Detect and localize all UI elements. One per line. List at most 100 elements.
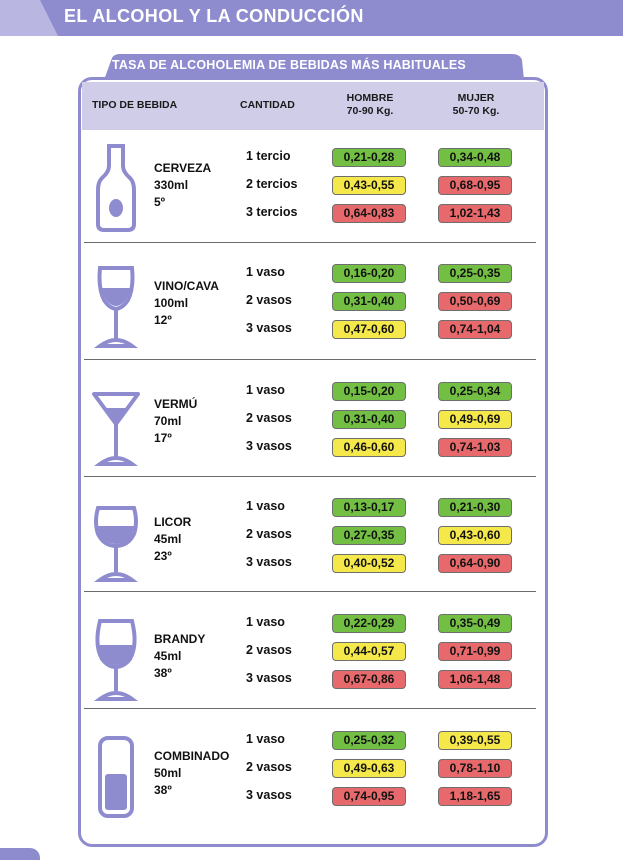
men-rate-badge: 0,47-0,60 (332, 320, 406, 339)
quantity-label: 3 vasos (246, 555, 292, 569)
women-rate-badge: 0,74-1,04 (438, 320, 512, 339)
men-rate-badge: 0,43-0,55 (332, 176, 406, 195)
women-rate-badge: 0,34-0,48 (438, 148, 512, 167)
men-rate-badge: 0,27-0,35 (332, 526, 406, 545)
women-rate-badge: 0,43-0,60 (438, 526, 512, 545)
drink-name: LICOR (154, 515, 192, 529)
drink-section-vino-cava: VINO/CAVA 100ml 12º 1 vaso 2 vasos 3 vas… (84, 248, 542, 366)
section-divider (84, 476, 536, 477)
quantity-label: 2 vasos (246, 411, 292, 425)
drink-degree: 38º (154, 666, 172, 680)
drink-section-cerveza: CERVEZA 330ml 5º 1 tercio 2 tercios 3 te… (84, 130, 542, 248)
women-rate-badge: 1,02-1,43 (438, 204, 512, 223)
drink-name: COMBINADO (154, 749, 230, 763)
drink-name: VINO/CAVA (154, 279, 219, 293)
drink-label: COMBINADO 50ml 38º (154, 748, 229, 799)
men-rate-badge: 0,40-0,52 (332, 554, 406, 573)
women-rate-badge: 0,64-0,90 (438, 554, 512, 573)
women-rate-badge: 0,49-0,69 (438, 410, 512, 429)
header-band: EL ALCOHOL Y LA CONDUCCIÓN (0, 0, 623, 36)
men-rate-badge: 0,31-0,40 (332, 292, 406, 311)
quantity-label: 1 vaso (246, 265, 285, 279)
drink-label: CERVEZA 330ml 5º (154, 160, 211, 211)
drink-label: LICOR 45ml 23º (154, 514, 191, 565)
drink-section-licor: LICOR 45ml 23º 1 vaso 2 vasos 3 vasos 0,… (84, 484, 542, 602)
table-header: TIPO DE BEBIDA CANTIDAD HOMBRE 70-90 Kg.… (82, 82, 544, 130)
quantity-label: 3 vasos (246, 321, 292, 335)
men-rate-badge: 0,46-0,60 (332, 438, 406, 457)
men-rate-badge: 0,31-0,40 (332, 410, 406, 429)
women-rate-badge: 0,50-0,69 (438, 292, 512, 311)
quantity-label: 2 tercios (246, 177, 298, 191)
quantity-label: 3 vasos (246, 671, 292, 685)
quantity-label: 3 vasos (246, 788, 292, 802)
quantity-label: 3 vasos (246, 439, 292, 453)
women-rate-badge: 0,74-1,03 (438, 438, 512, 457)
quantity-label: 1 tercio (246, 149, 291, 163)
men-rate-badge: 0,49-0,63 (332, 759, 406, 778)
wine-glass-icon (90, 262, 142, 350)
table-title: TASA DE ALCOHOLEMIA DE BEBIDAS MÁS HABIT… (112, 58, 466, 72)
quantity-label: 2 vasos (246, 760, 292, 774)
quantity-label: 3 tercios (246, 205, 298, 219)
men-rate-badge: 0,16-0,20 (332, 264, 406, 283)
header-men: HOMBRE (346, 92, 394, 104)
section-divider (84, 708, 536, 709)
men-rate-badge: 0,13-0,17 (332, 498, 406, 517)
drink-degree: 12º (154, 313, 172, 327)
men-rate-badge: 0,64-0,83 (332, 204, 406, 223)
women-rate-badge: 0,68-0,95 (438, 176, 512, 195)
women-rate-badge: 0,25-0,34 (438, 382, 512, 401)
men-rate-badge: 0,21-0,28 (332, 148, 406, 167)
men-rate-badge: 0,67-0,86 (332, 670, 406, 689)
drink-name: VERMÚ (154, 397, 198, 411)
women-rate-badge: 0,39-0,55 (438, 731, 512, 750)
drink-volume: 100ml (154, 296, 189, 310)
drink-section-combinado: COMBINADO 50ml 38º 1 vaso 2 vasos 3 vaso… (84, 718, 542, 836)
drink-section-brandy: BRANDY 45ml 38º 1 vaso 2 vasos 3 vasos 0… (84, 601, 542, 719)
drink-degree: 38º (154, 783, 172, 797)
men-rate-badge: 0,22-0,29 (332, 614, 406, 633)
section-divider (84, 242, 536, 243)
drink-volume: 70ml (154, 414, 182, 428)
page-corner-tab (0, 848, 40, 860)
drink-volume: 330ml (154, 178, 189, 192)
drink-degree: 17º (154, 431, 172, 445)
drink-volume: 50ml (154, 766, 182, 780)
quantity-label: 1 vaso (246, 615, 285, 629)
drink-name: BRANDY (154, 632, 206, 646)
drink-label: VERMÚ 70ml 17º (154, 396, 197, 447)
liqueur-glass-icon (90, 498, 142, 586)
header-women: MUJER (457, 92, 495, 104)
quantity-label: 1 vaso (246, 499, 285, 513)
drink-volume: 45ml (154, 532, 182, 546)
women-rate-badge: 0,25-0,35 (438, 264, 512, 283)
women-rate-badge: 0,35-0,49 (438, 614, 512, 633)
men-rate-badge: 0,44-0,57 (332, 642, 406, 661)
page-header-title: EL ALCOHOL Y LA CONDUCCIÓN (64, 6, 364, 26)
section-divider (84, 359, 536, 360)
section-divider (84, 591, 536, 592)
header-women-weight: 50-70 Kg. (452, 105, 500, 117)
highball-glass-icon (90, 732, 142, 820)
brandy-glass-icon (90, 615, 142, 703)
women-rate-badge: 0,21-0,30 (438, 498, 512, 517)
martini-glass-icon (90, 380, 142, 468)
header-type: TIPO DE BEBIDA (92, 99, 178, 111)
quantity-label: 1 vaso (246, 732, 285, 746)
women-rate-badge: 0,78-1,10 (438, 759, 512, 778)
drink-label: BRANDY 45ml 38º (154, 631, 205, 682)
beer-bottle-icon (90, 144, 142, 232)
women-rate-badge: 0,71-0,99 (438, 642, 512, 661)
quantity-label: 1 vaso (246, 383, 285, 397)
drink-degree: 5º (154, 195, 166, 209)
drink-degree: 23º (154, 549, 172, 563)
drink-volume: 45ml (154, 649, 182, 663)
drink-section-vermu: VERMÚ 70ml 17º 1 vaso 2 vasos 3 vasos 0,… (84, 366, 542, 484)
men-rate-badge: 0,25-0,32 (332, 731, 406, 750)
header-quantity: CANTIDAD (240, 99, 295, 111)
men-rate-badge: 0,74-0,95 (332, 787, 406, 806)
drink-name: CERVEZA (154, 161, 212, 175)
table-title-tab (104, 54, 524, 80)
quantity-label: 2 vasos (246, 643, 292, 657)
